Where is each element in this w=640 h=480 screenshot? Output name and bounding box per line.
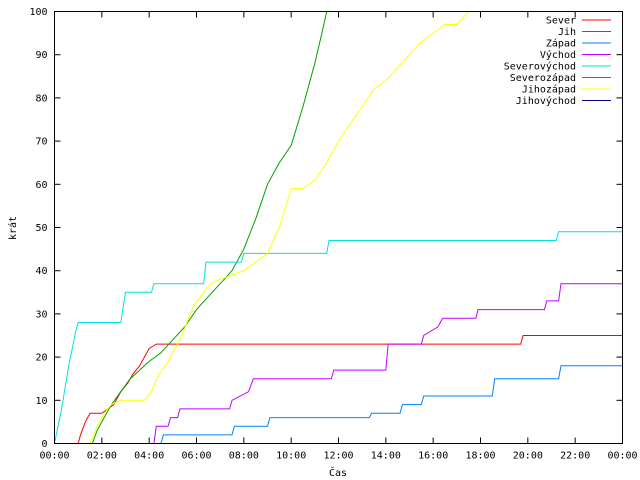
x-tick-label: 10:00 bbox=[276, 451, 306, 462]
legend-label-jih: Jih bbox=[558, 27, 576, 38]
x-tick-label: 16:00 bbox=[418, 451, 448, 462]
x-axis-label: Čas bbox=[329, 466, 347, 479]
series-line-severovychod bbox=[54, 231, 623, 444]
legend-label-severovychod: Severovýchod bbox=[504, 61, 576, 73]
x-tick-label: 00:00 bbox=[607, 451, 637, 462]
y-tick-label: 60 bbox=[35, 180, 47, 191]
x-tick-label: 00:00 bbox=[39, 451, 69, 462]
y-tick-label: 80 bbox=[35, 93, 47, 104]
series-line-sever bbox=[54, 335, 623, 444]
x-tick-label: 08:00 bbox=[229, 451, 259, 462]
y-tick-label: 0 bbox=[41, 439, 47, 450]
legend-label-sever: Sever bbox=[546, 16, 576, 27]
series-line-jihozapad bbox=[54, 11, 623, 444]
series-line-zapad bbox=[54, 365, 623, 444]
legend-label-jihovychod: Jihovýchod bbox=[516, 95, 576, 107]
series-line-jih bbox=[54, 11, 623, 444]
series-line-vychod bbox=[54, 283, 623, 444]
y-tick-label: 50 bbox=[35, 223, 47, 234]
y-tick-label: 30 bbox=[35, 309, 47, 320]
x-tick-label: 02:00 bbox=[87, 451, 117, 462]
axis-layer: 0 10 20 30 40 50 60 70 80 90 100 00:00 02:00 04:00 06:… bbox=[29, 7, 637, 462]
x-tick-label: 06:00 bbox=[181, 451, 211, 462]
legend-label-zapad: Západ bbox=[546, 38, 576, 50]
x-tick-label: 20:00 bbox=[513, 451, 543, 462]
legend-label-vychod: Východ bbox=[540, 49, 576, 61]
y-tick-label: 20 bbox=[35, 353, 47, 364]
y-tick-label: 40 bbox=[35, 266, 47, 277]
x-tick-label: 04:00 bbox=[134, 451, 164, 462]
y-tick-label: 10 bbox=[35, 396, 47, 407]
x-tick-label: 14:00 bbox=[371, 451, 401, 462]
y-axis-label: krát bbox=[7, 216, 19, 240]
legend-label-severozapad: Severozápad bbox=[510, 72, 576, 84]
x-tick-label: 18:00 bbox=[465, 451, 495, 462]
y-tick-label: 70 bbox=[35, 137, 47, 148]
legend-label-jihozapad: Jihozápad bbox=[522, 84, 576, 96]
y-tick-label: 90 bbox=[35, 50, 47, 61]
x-tick-label: 22:00 bbox=[560, 451, 590, 462]
legend: SeverJihZápadVýchodSeverovýchodSeverozáp… bbox=[504, 16, 611, 107]
y-tick-label: 100 bbox=[29, 7, 47, 18]
x-tick-label: 12:00 bbox=[323, 451, 353, 462]
